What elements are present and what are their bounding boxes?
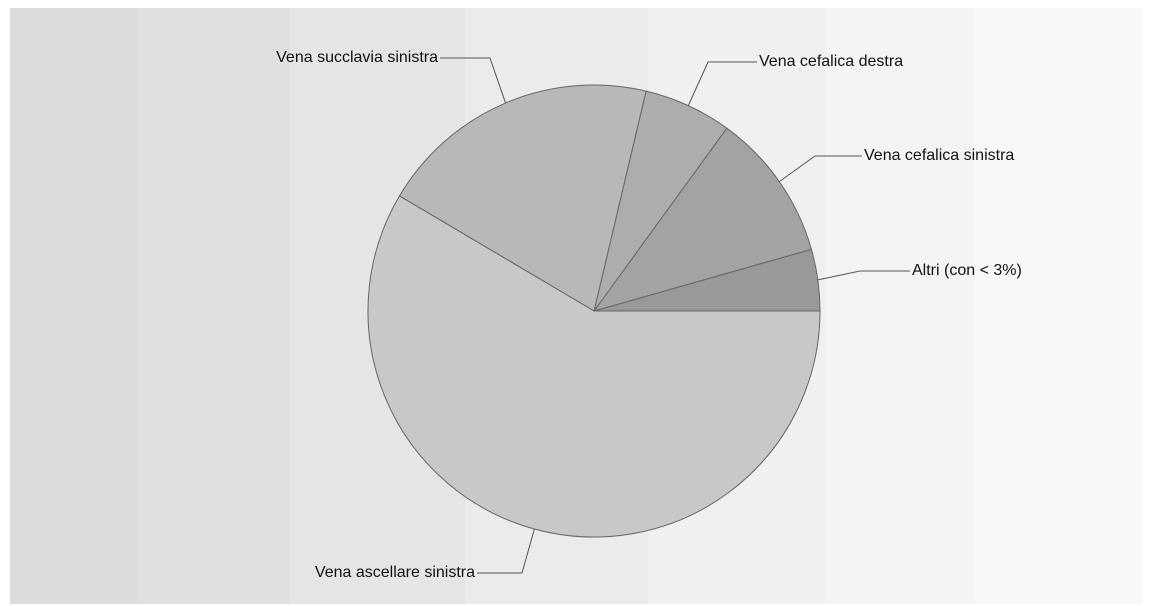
slice-label: Altri (con < 3%) bbox=[912, 262, 1022, 279]
leader-line bbox=[477, 528, 535, 574]
pie-slice bbox=[592, 127, 813, 312]
pie-slice bbox=[398, 84, 647, 312]
slice-label: Vena ascellare sinistra bbox=[315, 564, 475, 581]
leader-line bbox=[440, 57, 507, 104]
slice-label: Vena cefalica destra bbox=[759, 53, 903, 70]
leader-line bbox=[817, 270, 910, 281]
leader-line bbox=[687, 61, 757, 106]
leader-line bbox=[779, 155, 862, 183]
slice-label: Vena cefalica sinistra bbox=[864, 147, 1014, 164]
slice-label: Vena succlavia sinistra bbox=[276, 49, 438, 66]
pie-slice bbox=[367, 195, 821, 538]
